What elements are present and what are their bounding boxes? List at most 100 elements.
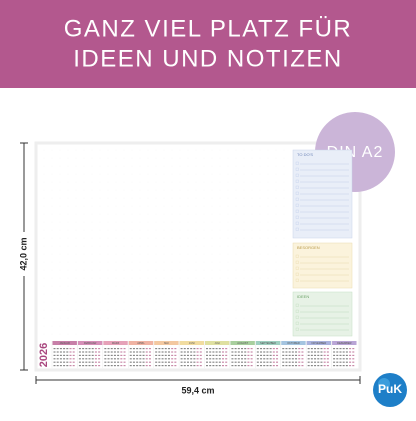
grid-dot	[163, 181, 165, 183]
grid-dot	[59, 261, 61, 263]
grid-dot	[163, 333, 165, 335]
grid-dot	[163, 325, 165, 327]
grid-dot	[259, 213, 261, 215]
grid-dot	[75, 261, 77, 263]
grid-dot	[147, 157, 149, 159]
day-cell	[180, 365, 183, 367]
pad-shadow	[34, 141, 362, 372]
day-cell	[314, 361, 317, 363]
day-cell	[276, 361, 279, 363]
day-cell	[336, 358, 339, 360]
grid-dot	[51, 181, 53, 183]
grid-dot	[227, 221, 229, 223]
checkbox	[295, 179, 299, 183]
grid-dot	[195, 269, 197, 271]
grid-dot	[219, 213, 221, 215]
day-cell	[314, 365, 317, 367]
grid-dot	[235, 309, 237, 311]
grid-dot	[243, 245, 245, 247]
day-cell	[282, 361, 285, 363]
grid-dot	[155, 213, 157, 215]
day-cell	[129, 361, 132, 363]
day-cell	[301, 358, 304, 360]
grid-dot	[43, 293, 45, 295]
grid-dot	[123, 253, 125, 255]
day-cell	[190, 348, 193, 350]
day-cell	[91, 365, 94, 367]
grid-dot	[171, 205, 173, 207]
grid-dot	[67, 173, 69, 175]
day-cell	[339, 348, 342, 350]
day-cell	[339, 361, 342, 363]
day-cell	[180, 348, 183, 350]
day-cell	[323, 348, 326, 350]
day-cell	[98, 348, 101, 350]
grid-dot	[267, 317, 269, 319]
calendar-year: 2026	[38, 343, 50, 367]
day-cell	[123, 348, 126, 350]
day-cell	[78, 365, 81, 367]
grid-dot	[139, 157, 141, 159]
day-cell	[218, 358, 221, 360]
grid-dot	[123, 301, 125, 303]
day-cell	[120, 365, 123, 367]
day-cell	[199, 354, 202, 356]
grid-dot	[123, 261, 125, 263]
grid-dot	[243, 253, 245, 255]
grid-dot	[243, 221, 245, 223]
day-cell	[174, 365, 177, 367]
grid-dot	[251, 261, 253, 263]
grid-dot	[187, 181, 189, 183]
day-cell	[218, 351, 221, 353]
day-cell	[167, 354, 170, 356]
grid-dot	[147, 301, 149, 303]
grid-dot	[115, 261, 117, 263]
grid-dot	[163, 301, 165, 303]
day-cell	[129, 348, 132, 350]
day-cell	[310, 348, 313, 350]
height-label: 42,0 cm	[18, 237, 28, 270]
grid-dot	[243, 301, 245, 303]
grid-dot	[163, 165, 165, 167]
grid-dot	[267, 197, 269, 199]
grid-dot	[283, 157, 285, 159]
grid-dot	[283, 253, 285, 255]
day-cell	[94, 358, 97, 360]
day-cell	[345, 354, 348, 356]
grid-dot	[235, 277, 237, 279]
day-cell	[91, 361, 94, 363]
grid-dot	[155, 269, 157, 271]
grid-dot	[275, 237, 277, 239]
day-cell	[266, 354, 269, 356]
grid-dot	[235, 149, 237, 151]
grid-dot	[211, 237, 213, 239]
month-label: FEBRUAR	[84, 341, 97, 345]
day-cell	[132, 348, 135, 350]
grid-dot	[123, 221, 125, 223]
day-cell	[260, 361, 263, 363]
grid-dot	[179, 213, 181, 215]
grid-dot	[139, 245, 141, 247]
grid-dot	[219, 277, 221, 279]
day-cell	[231, 351, 234, 353]
day-cell	[139, 348, 142, 350]
day-cell	[183, 365, 186, 367]
day-cell	[78, 361, 81, 363]
day-cell	[222, 354, 224, 356]
grid-dot	[83, 269, 85, 271]
grid-dot	[171, 165, 173, 167]
day-cell	[256, 361, 259, 363]
grid-dot	[211, 181, 213, 183]
grid-dot	[227, 285, 229, 287]
day-cell	[98, 351, 101, 353]
day-cell	[260, 351, 263, 353]
grid-dot	[187, 269, 189, 271]
day-cell	[199, 365, 202, 367]
grid-dot	[267, 165, 269, 167]
day-cell	[237, 348, 240, 350]
day-cell	[94, 351, 97, 353]
day-cell	[212, 361, 215, 363]
grid-dot	[219, 189, 221, 191]
grid-dot	[115, 229, 117, 231]
grid-dot	[163, 173, 165, 175]
